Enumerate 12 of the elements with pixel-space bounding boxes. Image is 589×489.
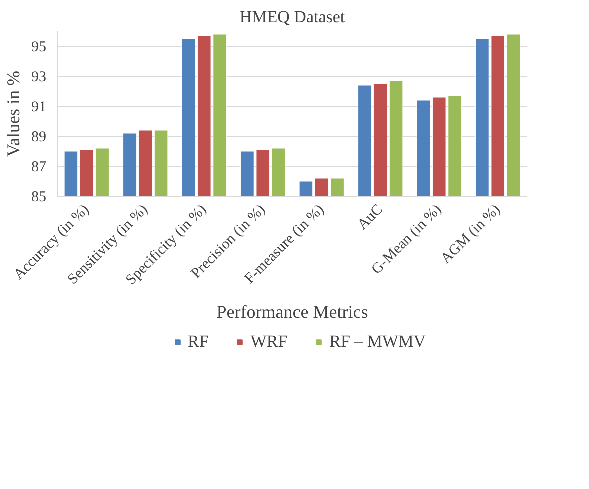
x-axis-title: Performance Metrics (216, 302, 368, 322)
legend-label: WRF (250, 332, 288, 352)
legend-label: RF – MWMV (330, 332, 426, 352)
y-tick-label: 93 (32, 70, 46, 86)
y-tick-label: 91 (32, 100, 46, 116)
y-tick-label: 85 (32, 190, 46, 206)
y-tick-label: 87 (32, 160, 47, 176)
y-tick-label: 89 (32, 130, 46, 146)
y-axis-title: Values in % (4, 71, 24, 157)
chart-title: HMEQ Dataset (240, 8, 346, 26)
legend-label: RF (188, 332, 209, 352)
y-tick-label: 95 (32, 40, 46, 56)
